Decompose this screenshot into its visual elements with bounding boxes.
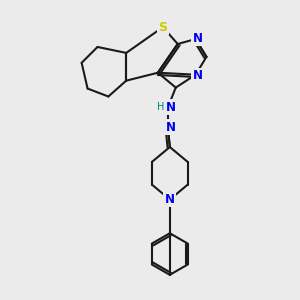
Text: N: N xyxy=(166,121,176,134)
Text: N: N xyxy=(165,193,175,206)
Text: N: N xyxy=(193,32,202,44)
Text: N: N xyxy=(166,101,176,114)
Text: H: H xyxy=(157,102,165,112)
Text: N: N xyxy=(193,69,202,82)
Text: S: S xyxy=(158,21,167,34)
